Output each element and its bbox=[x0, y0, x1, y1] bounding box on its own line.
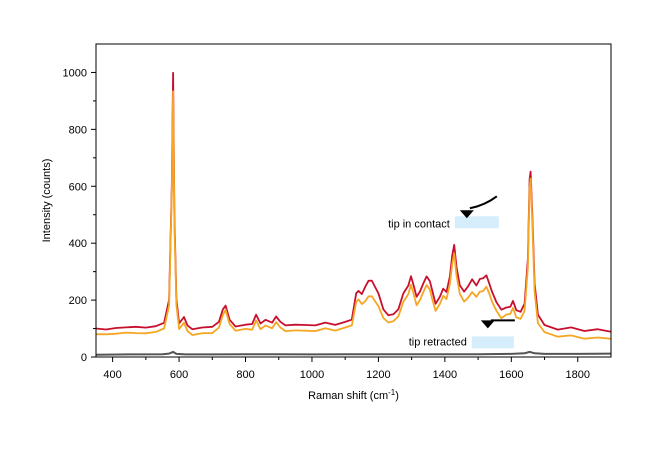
x-axis-title: Raman shift (cm-1) bbox=[308, 388, 399, 403]
x-tick-label: 1600 bbox=[499, 369, 523, 381]
tip-contact-cone-icon bbox=[459, 210, 474, 219]
y-tick-label: 0 bbox=[81, 352, 87, 364]
x-axis-title-main: Raman shift (cm bbox=[308, 390, 388, 402]
y-axis-title: Intensity (counts) bbox=[41, 159, 53, 243]
x-tick-label: 1000 bbox=[300, 369, 324, 381]
x-tick-label: 1200 bbox=[366, 369, 390, 381]
y-tick-label: 600 bbox=[69, 181, 87, 193]
axis-ticks-layer: 400 600 800 1000 1200 1400 1600 1800 0 200 400 600 8… bbox=[63, 67, 591, 381]
series-line-contact-orange bbox=[95, 90, 612, 340]
x-tick-label: 600 bbox=[170, 369, 188, 381]
series-line-retracted bbox=[95, 350, 612, 356]
annotation-tip-in-contact: tip in contact bbox=[388, 218, 450, 230]
y-tick-label: 200 bbox=[69, 295, 87, 307]
y-tick-label: 1000 bbox=[63, 67, 87, 79]
y-tick-label: 800 bbox=[69, 124, 87, 136]
plot-frame bbox=[95, 43, 612, 358]
x-axis-title-close: ) bbox=[395, 390, 399, 402]
tip-contact-highlight bbox=[454, 216, 499, 229]
annotation-layer: tip in contact tip retracted bbox=[388, 195, 515, 349]
annotation-tip-retracted: tip retracted bbox=[409, 336, 467, 348]
series-line-contact-red bbox=[95, 71, 612, 333]
tip-retracted-highlight bbox=[471, 336, 514, 349]
tip-retracted-cone-icon bbox=[480, 320, 495, 329]
tip-contact-cantilever bbox=[469, 195, 498, 210]
x-tick-label: 800 bbox=[236, 369, 254, 381]
series-layer bbox=[95, 71, 612, 356]
y-tick-label: 400 bbox=[69, 238, 87, 250]
x-tick-label: 1800 bbox=[566, 369, 590, 381]
x-axis-title-sup: -1 bbox=[388, 388, 396, 397]
x-tick-label: 1400 bbox=[433, 369, 457, 381]
x-tick-label: 400 bbox=[103, 369, 121, 381]
